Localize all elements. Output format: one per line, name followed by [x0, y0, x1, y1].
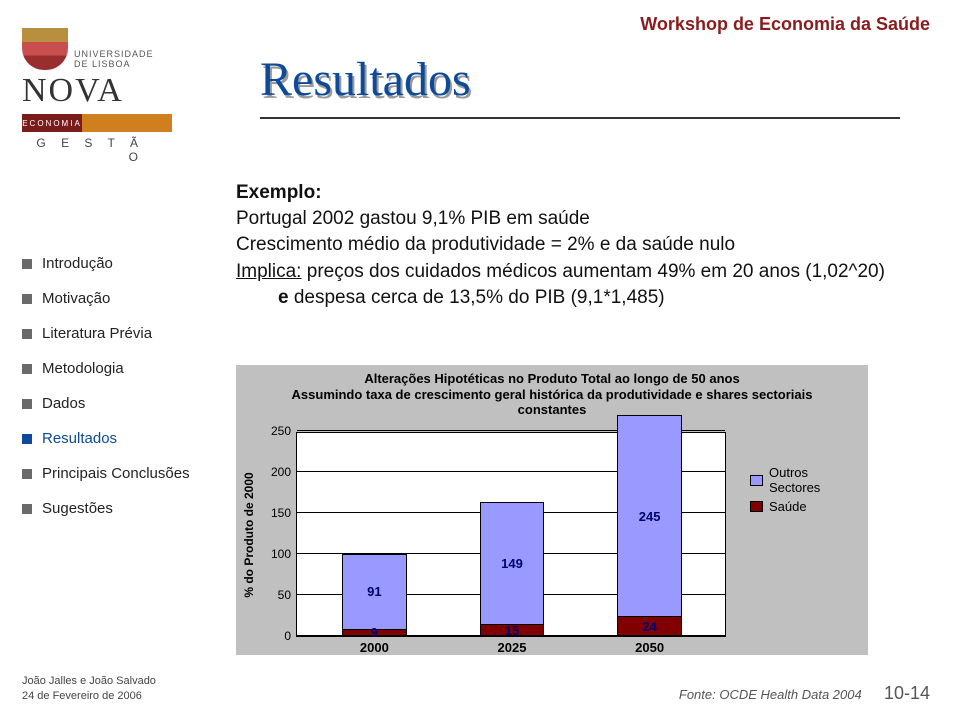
- ytick-label: 50: [263, 588, 297, 602]
- body-line4a: Implica:: [236, 261, 301, 282]
- footer-source: Fonte: OCDE Health Data 2004: [679, 687, 862, 702]
- footer-authors: João Jalles e João Salvado: [22, 674, 156, 689]
- logo-univ-line2: DE LISBOA: [74, 60, 172, 70]
- sidebar-item-0[interactable]: Introdução: [22, 255, 217, 272]
- ytick-label: 150: [263, 506, 297, 520]
- ytick-label: 200: [263, 465, 297, 479]
- logo-gestao: G E S T Ã O: [22, 136, 172, 164]
- legend-label: Saúde: [769, 499, 807, 514]
- chart-title-line1: Alterações Hipotéticas no Produto Total …: [276, 371, 828, 387]
- footer-page: 10-14: [884, 683, 930, 703]
- body-line1: Exemplo:: [236, 182, 322, 203]
- bullet-icon: [22, 399, 32, 409]
- xtick-label: 2000: [342, 636, 407, 655]
- logo-nova: NOVA: [22, 72, 172, 110]
- bar-value-outros: 91: [342, 584, 407, 599]
- sidebar-nav: Introdução Motivação Literatura Prévia Meto…: [22, 255, 217, 535]
- ytick-label: 0: [263, 629, 297, 643]
- title-underline: [260, 117, 900, 119]
- xtick-label: 2025: [480, 636, 545, 655]
- sidebar-item-3[interactable]: Metodologia: [22, 360, 217, 377]
- sidebar-item-label: Sugestões: [42, 500, 113, 517]
- sidebar-item-4[interactable]: Dados: [22, 395, 217, 412]
- legend-item-outros: Outros Sectores: [750, 465, 860, 495]
- workshop-title: Workshop de Economia da Saúde: [640, 14, 930, 35]
- legend-swatch-icon: [750, 501, 763, 512]
- sidebar-item-label: Metodologia: [42, 360, 124, 377]
- sidebar-item-label: Resultados: [42, 430, 117, 447]
- sidebar-item-1[interactable]: Motivação: [22, 290, 217, 307]
- bullet-icon: [22, 434, 32, 444]
- legend-swatch-icon: [750, 475, 763, 486]
- sidebar-item-label: Dados: [42, 395, 85, 412]
- bar-value-outros: 245: [617, 509, 682, 524]
- body-line3: Crescimento médio da produtividade = 2% …: [236, 232, 896, 258]
- bullet-icon: [22, 294, 32, 304]
- xtick-label: 2050: [617, 636, 682, 655]
- sidebar-item-label: Principais Conclusões: [42, 465, 190, 482]
- body-line5-e: e: [278, 287, 289, 308]
- sidebar-item-label: Introdução: [42, 255, 113, 272]
- sidebar-item-6[interactable]: Principais Conclusões: [22, 465, 217, 482]
- chart-plot: % do Produto de 2000 0501001502002509912…: [296, 432, 726, 637]
- sidebar-item-label: Motivação: [42, 290, 110, 307]
- bar-value-saude: 24: [617, 619, 682, 634]
- crest-icon: [22, 28, 68, 70]
- bullet-icon: [22, 469, 32, 479]
- footer-date: 24 de Fevereiro de 2006: [22, 689, 156, 704]
- ytick-label: 250: [263, 424, 297, 438]
- sidebar-item-2[interactable]: Literatura Prévia: [22, 325, 217, 342]
- chart-container: Alterações Hipotéticas no Produto Total …: [236, 365, 868, 655]
- logo-bar-right: [82, 114, 172, 132]
- sidebar-item-5[interactable]: Resultados: [22, 430, 217, 447]
- bullet-icon: [22, 329, 32, 339]
- body-line2: Portugal 2002 gastou 9,1% PIB em saúde: [236, 206, 896, 232]
- bullet-icon: [22, 259, 32, 269]
- chart-ylabel: % do Produto de 2000: [242, 472, 256, 597]
- chart-legend: Outros Sectores Saúde: [750, 461, 860, 518]
- body-line4b: preços dos cuidados médicos aumentam 49%…: [301, 261, 884, 282]
- legend-label: Outros Sectores: [769, 465, 860, 495]
- sidebar-item-7[interactable]: Sugestões: [22, 500, 217, 517]
- footer-left: João Jalles e João Salvado 24 de Feverei…: [22, 674, 156, 704]
- legend-item-saude: Saúde: [750, 499, 860, 514]
- slide-title-block: Resultados Resultados: [260, 52, 930, 119]
- bullet-icon: [22, 364, 32, 374]
- bar-value-outros: 149: [480, 556, 545, 571]
- logo-economia: ECONOMIA: [22, 114, 82, 132]
- body-line5: despesa cerca de 13,5% do PIB (9,1*1,485…: [289, 287, 665, 308]
- university-logo: UNIVERSIDADE DE LISBOA NOVA ECONOMIA G E…: [22, 28, 172, 164]
- sidebar-item-label: Literatura Prévia: [42, 325, 152, 342]
- body-text: Exemplo: Portugal 2002 gastou 9,1% PIB e…: [236, 180, 896, 311]
- bullet-icon: [22, 504, 32, 514]
- slide-title: Resultados Resultados: [260, 52, 930, 107]
- ytick-label: 100: [263, 547, 297, 561]
- chart-title-line2: Assumindo taxa de crescimento geral hist…: [276, 387, 828, 418]
